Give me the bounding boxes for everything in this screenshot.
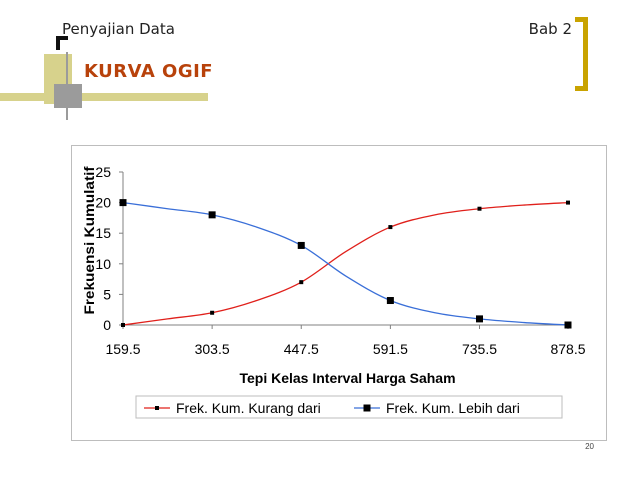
data-point-lebih-dari <box>564 321 572 329</box>
header-chapter: Bab 2 <box>528 20 572 38</box>
y-tick-label: 20 <box>95 195 111 211</box>
x-tick-label: 591.5 <box>373 341 408 357</box>
legend-box <box>135 395 563 419</box>
legend-swatch-marker-lebih-dari <box>363 404 371 412</box>
data-point-kurang-dari <box>566 200 570 205</box>
decor-line-gray <box>66 52 68 120</box>
slide-title: KURVA OGIF <box>84 61 214 82</box>
data-point-kurang-dari <box>121 323 125 327</box>
slide-number: 20 <box>585 442 594 451</box>
x-tick-label: 878.5 <box>550 341 585 357</box>
series-line-kurang-dari <box>122 201 569 326</box>
x-tick-label: 159.5 <box>105 341 140 357</box>
right-bracket-gold-bottom <box>575 86 588 91</box>
data-point-lebih-dari <box>297 241 305 249</box>
data-point-kurang-dari <box>210 310 215 315</box>
data-point-kurang-dari <box>299 280 304 285</box>
data-point-kurang-dari <box>477 206 482 211</box>
data-point-kurang-dari <box>388 225 393 230</box>
y-tick-label: 15 <box>95 225 111 241</box>
data-point-lebih-dari <box>208 211 216 219</box>
legend-swatch-marker-kurang-dari <box>155 406 159 410</box>
x-tick-label: 303.5 <box>195 341 230 357</box>
data-point-lebih-dari <box>119 199 127 207</box>
decor-bar-olive <box>0 93 208 101</box>
chart-frame: 0 5 10 15 20 25 159.5 303.5 447.5 591.5 735.5 878.5… <box>71 145 607 441</box>
data-point-lebih-dari <box>475 315 483 323</box>
decor-block-gray <box>54 84 82 108</box>
right-bracket-gold-top <box>575 17 588 22</box>
y-tick-label: 5 <box>103 286 111 302</box>
ogive-chart: 0 5 10 15 20 25 159.5 303.5 447.5 591.5 735.5 878.5… <box>81 164 586 419</box>
header-section-title: Penyajian Data <box>62 20 175 38</box>
legend-label-kurang-dari: Frek. Kum. Kurang dari <box>176 400 321 416</box>
y-tick-label: 10 <box>95 256 111 272</box>
legend-label-lebih-dari: Frek. Kum. Lebih dari <box>386 400 520 416</box>
y-axis-title: Frekuensi Kumulatif <box>81 166 97 314</box>
x-tick-label: 735.5 <box>462 341 497 357</box>
x-axis-title: Tepi Kelas Interval Harga Saham <box>239 370 455 386</box>
left-bracket-black <box>56 36 60 50</box>
y-tick-label: 0 <box>103 317 111 333</box>
data-point-lebih-dari <box>386 297 394 305</box>
x-tick-label: 447.5 <box>284 341 319 357</box>
series-line-lebih-dari <box>122 201 569 326</box>
y-tick-label: 25 <box>95 164 111 180</box>
left-bracket-black-top <box>56 36 68 40</box>
right-bracket-gold <box>583 17 588 91</box>
